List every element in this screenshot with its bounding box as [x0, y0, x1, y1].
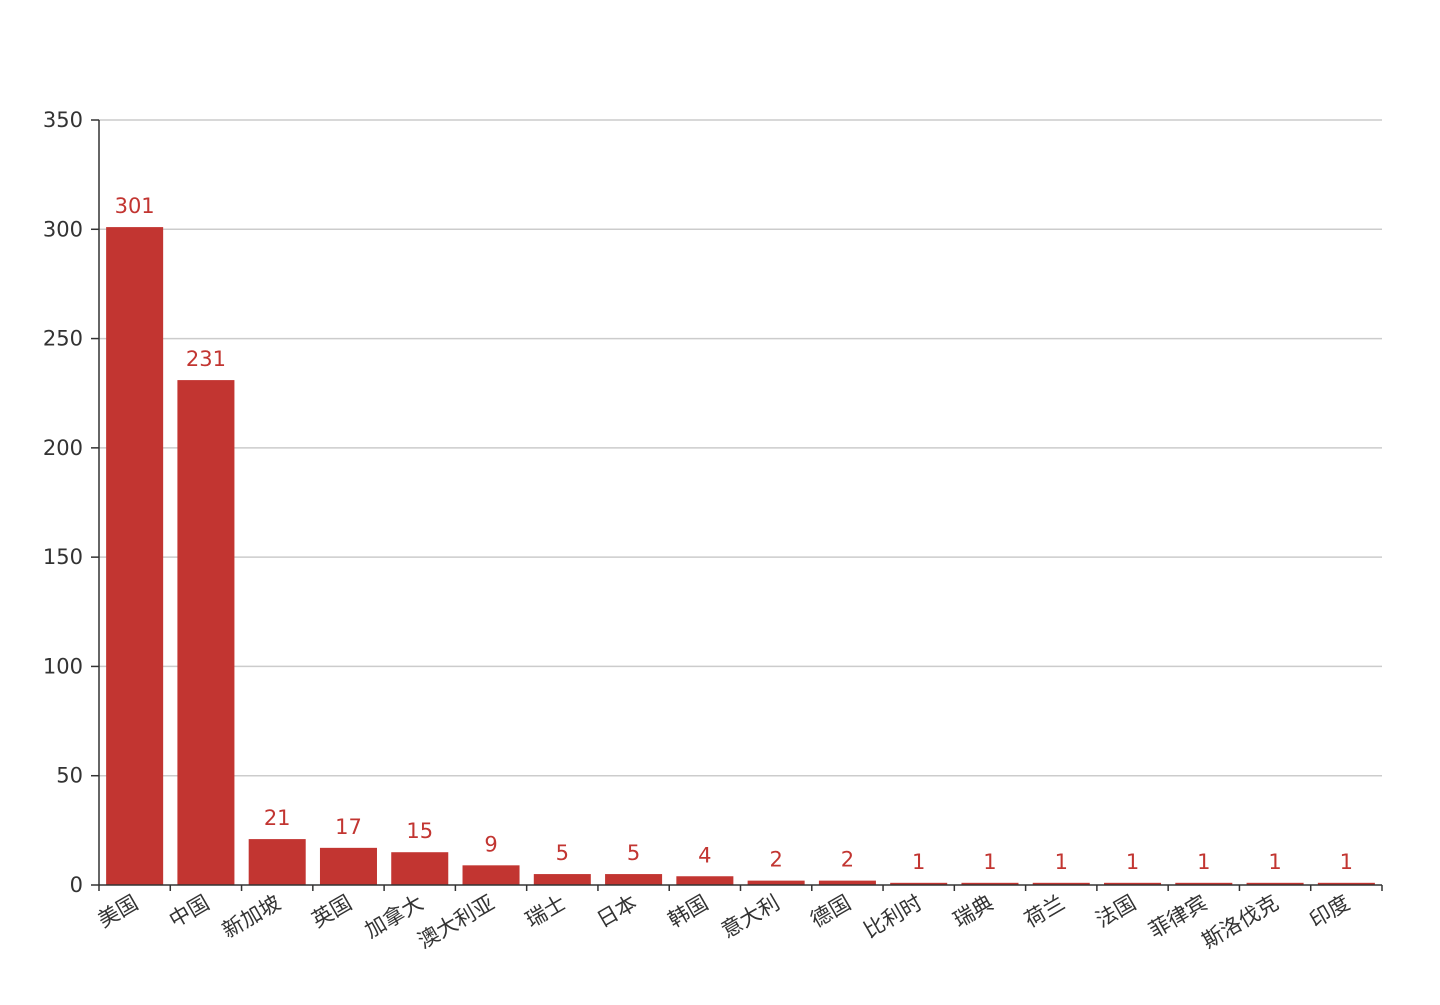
data-label: 17	[335, 815, 362, 839]
y-tick-label: 300	[43, 217, 83, 241]
y-tick-label: 100	[43, 654, 83, 678]
x-tick-label: 德国	[807, 891, 855, 933]
data-label: 1	[983, 850, 996, 874]
grid-lines	[99, 119, 1382, 777]
x-tick-label: 印度	[1305, 891, 1353, 933]
data-label: 1	[1055, 850, 1068, 874]
x-tick-label: 日本	[593, 891, 641, 933]
data-label: 231	[186, 347, 226, 371]
bar	[1246, 882, 1304, 885]
data-label: 15	[406, 819, 433, 843]
data-label: 1	[1268, 850, 1281, 874]
bar	[106, 227, 164, 886]
x-tick-label: 法国	[1092, 891, 1140, 933]
data-label: 9	[484, 832, 497, 856]
data-label: 1	[912, 850, 925, 874]
bars	[106, 227, 1375, 886]
data-label: 4	[698, 843, 711, 867]
x-tick-label: 瑞典	[949, 891, 997, 933]
x-tick-label: 意大利	[717, 891, 784, 943]
data-label: 301	[115, 194, 155, 218]
data-label: 1	[1197, 850, 1210, 874]
bar	[890, 882, 948, 885]
bar	[961, 882, 1019, 885]
x-tick-label: 比利时	[860, 891, 927, 943]
bar	[818, 880, 876, 885]
bar	[1317, 882, 1375, 885]
bar	[462, 865, 520, 885]
bar	[177, 380, 235, 885]
y-tick-label: 250	[43, 327, 83, 351]
y-tick-label: 0	[70, 873, 83, 897]
bar	[676, 876, 734, 885]
bar	[391, 852, 449, 885]
bar	[1104, 882, 1162, 885]
y-tick-label: 50	[56, 764, 83, 788]
data-label: 1	[1340, 850, 1353, 874]
y-tick-label: 350	[43, 108, 83, 132]
x-tick-label: 澳大利亚	[414, 891, 499, 954]
data-label: 2	[769, 848, 782, 872]
bar	[747, 880, 805, 885]
bar	[1032, 882, 1090, 885]
data-label: 5	[627, 841, 640, 865]
bar	[248, 839, 306, 885]
x-tick-label: 瑞士	[521, 891, 569, 933]
bar	[605, 874, 663, 885]
x-tick-label: 新加坡	[218, 891, 285, 943]
x-tick-label: 中国	[165, 891, 213, 933]
bar	[319, 847, 377, 885]
bar	[1175, 882, 1233, 885]
bar	[533, 874, 591, 885]
x-tick-label: 荷兰	[1020, 891, 1068, 933]
labels: 050100150200250300350301美国231中国21新加坡17英国…	[43, 108, 1354, 953]
data-label: 1	[1126, 850, 1139, 874]
axes	[91, 119, 1383, 891]
x-tick-label: 斯洛伐克	[1198, 891, 1283, 954]
y-tick-label: 150	[43, 545, 83, 569]
data-label: 5	[556, 841, 569, 865]
y-tick-label: 200	[43, 436, 83, 460]
x-tick-label: 英国	[308, 891, 356, 933]
x-tick-label: 美国	[94, 891, 142, 933]
x-tick-label: 韩国	[664, 891, 712, 933]
data-label: 2	[841, 848, 854, 872]
data-label: 21	[264, 806, 291, 830]
